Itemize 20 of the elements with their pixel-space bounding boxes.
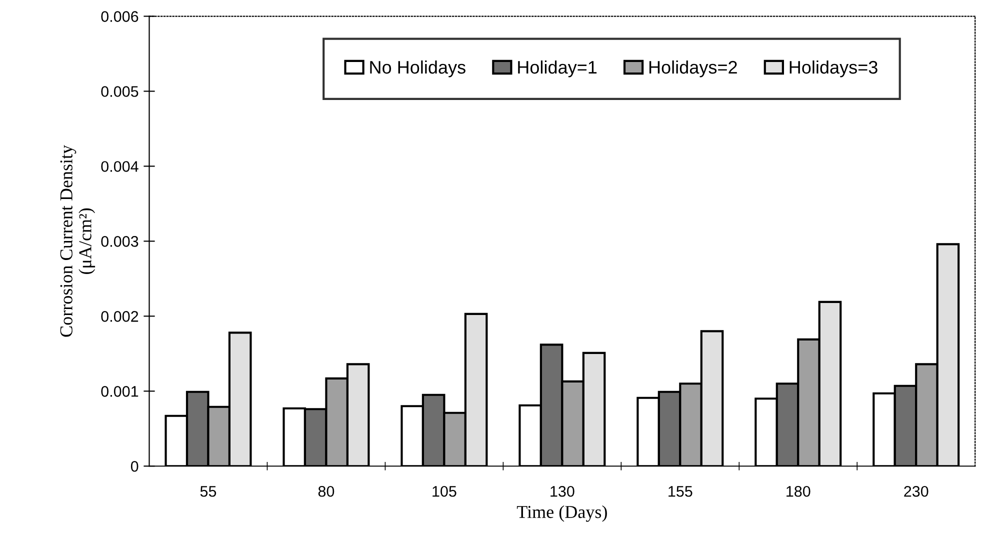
- x-tick-label: 180: [786, 486, 810, 497]
- y-tick-label: 0.004: [101, 161, 138, 172]
- x-tick-label: 55: [200, 486, 216, 497]
- y-tick-label: 0.002: [101, 311, 138, 322]
- legend-label: No Holidays: [370, 60, 466, 78]
- x-tick-label: 130: [550, 486, 574, 497]
- x-tick-label: 230: [904, 486, 928, 497]
- legend-label: Holiday=1: [518, 60, 597, 78]
- y-tick-label: 0.001: [101, 386, 138, 397]
- x-tick-label: 80: [318, 486, 334, 497]
- y-tick-label: 0.006: [101, 11, 138, 22]
- y-axis-title: Corrosion Current Density (μA/cm²): [60, 144, 96, 337]
- y-tick-label: 0: [130, 460, 138, 472]
- x-axis-title: Time (Days): [516, 505, 607, 522]
- legend-label: Holidays=3: [790, 60, 878, 78]
- legend-label: Holidays=2: [649, 60, 737, 78]
- y-tick-label: 0.005: [101, 86, 138, 97]
- x-tick-label: 105: [432, 486, 456, 497]
- x-tick-label: 155: [668, 486, 692, 497]
- y-tick-label: 0.003: [101, 236, 138, 247]
